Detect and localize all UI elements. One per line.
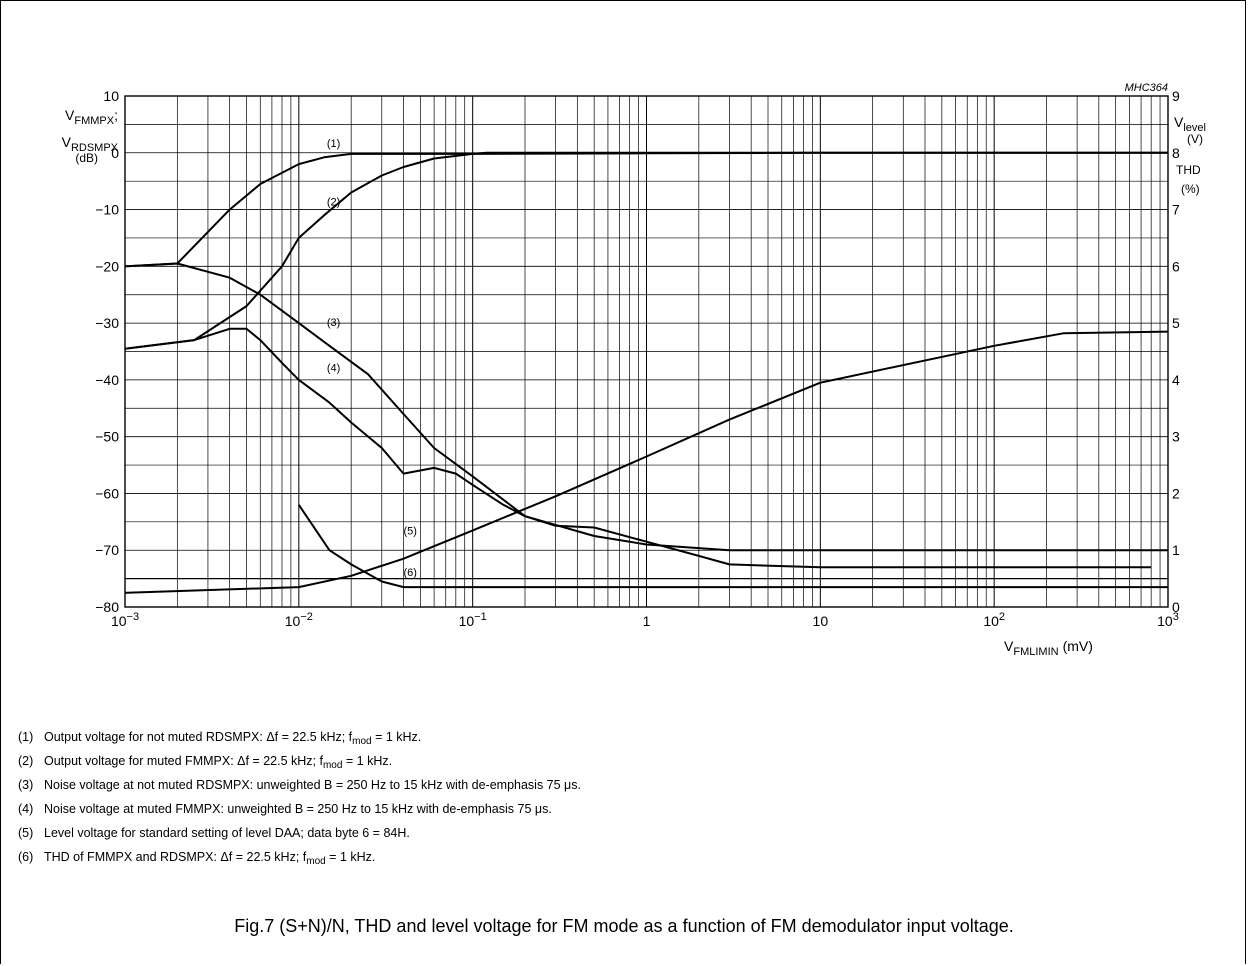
curve-label-6: (6) [403,567,416,579]
y-tick-label-left: −40 [95,372,119,388]
note-text: Noise voltage at not muted RDSMPX: unwei… [44,778,581,792]
left-axis-label-line2: VRDSMPX [62,134,119,154]
y-tick-label-left: −60 [95,485,119,501]
note-subscript: mod [352,736,372,747]
right-axis-unit-volts: (V) [1187,132,1203,146]
note-number: (4) [18,802,34,816]
x-tick-label: 10−3 [111,611,139,629]
note-text: Noise voltage at muted FMMPX: unweighted… [44,802,552,816]
note-tail: = 1 kHz. [325,850,376,864]
y-tick-label-right: 1 [1172,542,1180,558]
left-axis-label-line1: VFMMPX; [65,107,118,127]
note-text: THD of FMMPX and RDSMPX: Δf = 22.5 kHz; … [44,850,307,864]
y-tick-label-right: 7 [1172,202,1180,218]
right-axis-label-line1: Vlevel [1174,114,1206,134]
figure-code: MHC364 [1125,82,1168,94]
curve-label-4: (4) [327,362,340,374]
note-number: (3) [18,778,34,792]
note-1: (1) Output voltage for not muted RDSMPX: … [18,730,1218,754]
x-tick-label: 102 [983,611,1005,629]
left-axis-unit: (dB) [75,151,98,165]
note-text: Output voltage for not muted RDSMPX: Δf … [44,730,353,744]
y-tick-label-right: 9 [1172,88,1180,104]
y-tick-label-left: 0 [111,145,119,161]
note-number: (1) [18,730,34,744]
y-tick-label-left: −50 [95,429,119,445]
right-axis-unit-percent: (%) [1181,182,1200,196]
y-tick-label-right: 0 [1172,599,1180,615]
x-tick-label: 10−2 [285,611,313,629]
note-text: Output voltage for muted FMMPX: Δf = 22.… [44,754,323,768]
y-tick-label-left: 10 [103,88,119,104]
y-tick-label-left: −20 [95,258,119,274]
curve-4 [124,327,1152,569]
note-tail: = 1 kHz. [342,754,393,768]
curve-5 [124,330,1169,594]
curve-notes: (1) Output voltage for not muted RDSMPX: … [18,730,1218,874]
y-tick-label-left: −10 [95,202,119,218]
note-3: (3) Noise voltage at not muted RDSMPX: un… [18,778,1218,802]
curve-group: (1) (2) (3) (4) (5) (6) [124,138,1169,594]
curve-3 [124,262,1168,552]
curve-label-5: (5) [403,525,416,537]
y-tick-label-right: 4 [1172,372,1180,388]
note-number: (5) [18,826,34,840]
curve-6 [297,504,1168,589]
x-tick-label: 10 [813,613,829,629]
note-tail: = 1 kHz. [371,730,422,744]
curve-label-2: (2) [327,197,340,209]
y-tick-label-right: 8 [1172,145,1180,161]
y-tick-label-right: 5 [1172,315,1180,331]
note-number: (6) [18,850,34,864]
note-subscript: mod [306,856,326,867]
y-tick-label-left: −70 [95,542,119,558]
figure-caption: Fig.7 (S+N)/N, THD and level voltage for… [234,916,1014,936]
tick-labels: 100−10−20−30−40−50−60−70−80987654321010−… [95,88,1180,629]
chart-canvas: (1)(2)(3)(4)(5)(6) 100−10−20−30−40−50−60… [62,82,1206,658]
note-6: (6) THD of FMMPX and RDSMPX: Δf = 22.5 kH… [18,850,1218,874]
note-subscript: mod [322,760,343,771]
y-tick-label-left: −30 [95,315,119,331]
plot-border [124,95,1169,608]
y-tick-label-right: 2 [1172,485,1180,501]
x-tick-label: 103 [1157,611,1179,629]
curve-label-3: (3) [327,317,340,329]
y-tick-label-right: 3 [1172,429,1180,445]
curve-2 [124,151,1168,350]
curve-label-1: (1) [327,138,340,150]
note-5: (5) Level voltage for standard setting of… [18,826,1218,850]
y-tick-label-left: −80 [95,599,119,615]
y-tick-label-right: 6 [1172,258,1180,274]
note-text: Level voltage for standard setting of le… [44,826,410,840]
x-axis-label: VFMLIMIN (mV) [1004,638,1093,658]
x-tick-label: 1 [643,613,651,629]
note-2: (2) Output voltage for muted FMMPX: Δf = … [18,754,1218,778]
note-4: (4) Noise voltage at muted FMMPX: unweigh… [18,802,1218,826]
right-axis-label-thd: THD [1176,163,1201,177]
note-number: (2) [18,754,34,768]
x-tick-label: 10−1 [459,611,487,629]
